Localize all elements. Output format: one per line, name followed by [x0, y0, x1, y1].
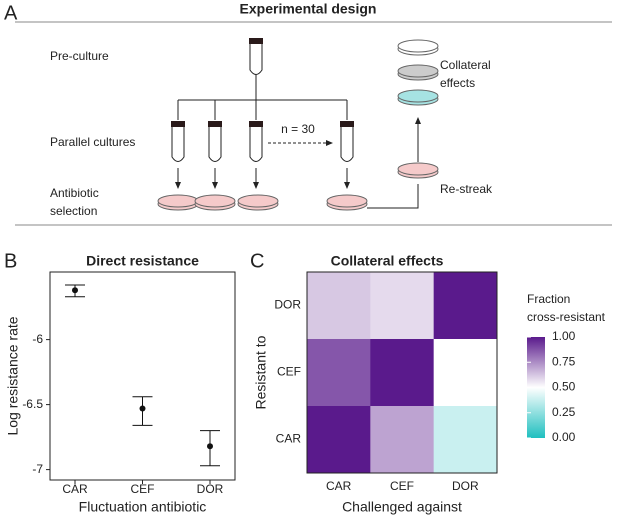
- x-tick-label: CEF: [390, 479, 414, 493]
- chart-title: Collateral effects: [331, 253, 444, 269]
- step-label: Pre-culture: [50, 49, 109, 63]
- diagram-title: Experimental design: [240, 1, 377, 17]
- x-tick-label: CAR: [62, 482, 88, 496]
- tube: [171, 126, 185, 162]
- tube-cap: [208, 121, 222, 127]
- step-label: Parallel cultures: [50, 135, 135, 149]
- heat-cell: [307, 272, 371, 340]
- dish-lid: [194, 194, 236, 208]
- tube: [249, 43, 263, 75]
- tube-cap: [340, 121, 354, 127]
- dish-lid: [237, 194, 279, 208]
- tube-cap: [249, 38, 263, 44]
- colorbar-tick-label: 0.75: [552, 354, 576, 368]
- dish-lid: [397, 162, 439, 176]
- colorbar-tick-label: 0.00: [552, 430, 576, 444]
- panel-label: A: [4, 2, 18, 24]
- y-axis-label: Resistant to: [253, 335, 269, 409]
- panel-label: B: [4, 250, 17, 272]
- step-label: selection: [50, 204, 97, 218]
- diagram: [157, 38, 439, 211]
- x-axis-label: Challenged against: [342, 499, 462, 515]
- step-label: Antibiotic: [50, 186, 99, 200]
- colorbar: [527, 337, 545, 438]
- y-tick-label: -6: [32, 332, 43, 346]
- tube: [340, 126, 354, 162]
- dish-lid: [397, 64, 439, 78]
- heat-cell: [370, 339, 435, 407]
- n-label: n = 30: [281, 122, 315, 136]
- heat-cell: [433, 406, 498, 474]
- y-tick-label: DOR: [274, 298, 301, 312]
- heat-cell: [370, 406, 435, 474]
- heat-frame: [306, 271, 498, 474]
- y-tick-label: CEF: [277, 365, 301, 379]
- tube: [208, 126, 222, 162]
- dish-lid: [397, 39, 439, 53]
- y-tick-label: -6.5: [22, 397, 43, 411]
- heat-cell: [307, 339, 371, 407]
- panel-label: C: [250, 250, 264, 272]
- legend-title: cross-resistant: [527, 310, 606, 324]
- heat-cell: [307, 406, 371, 474]
- point: [72, 287, 78, 294]
- heat-cell: [433, 272, 498, 340]
- dish-lid: [397, 89, 439, 103]
- colorbar-tick-label: 0.25: [552, 405, 576, 419]
- dish-lid: [157, 194, 199, 208]
- x-tick-label: DOR: [452, 479, 479, 493]
- colorbar-tick-label: 0.50: [552, 380, 576, 394]
- y-tick-label: -7: [32, 462, 43, 476]
- x-tick-label: DOR: [197, 482, 224, 496]
- point: [139, 405, 146, 412]
- step-label: Collateral: [440, 58, 491, 72]
- y-axis-label: Log resistance rate: [5, 316, 21, 435]
- step-label: Re-streak: [440, 182, 493, 196]
- heat-cell: [433, 339, 498, 407]
- heat-cell: [370, 272, 435, 340]
- plot-frame: [49, 271, 236, 481]
- tube-cap: [249, 121, 263, 127]
- y-tick-label: CAR: [276, 432, 302, 446]
- step-label: effects: [440, 76, 475, 90]
- legend-title: Fraction: [527, 292, 570, 306]
- tube-cap: [171, 121, 185, 127]
- dish-lid: [326, 194, 368, 208]
- x-tick-label: CEF: [131, 482, 155, 496]
- point: [207, 443, 213, 450]
- x-tick-label: CAR: [326, 479, 352, 493]
- x-axis-label: Fluctuation antibiotic: [79, 499, 207, 515]
- tube: [249, 126, 263, 162]
- colorbar-tick-label: 1.00: [552, 329, 576, 343]
- chart-title: Direct resistance: [86, 253, 199, 269]
